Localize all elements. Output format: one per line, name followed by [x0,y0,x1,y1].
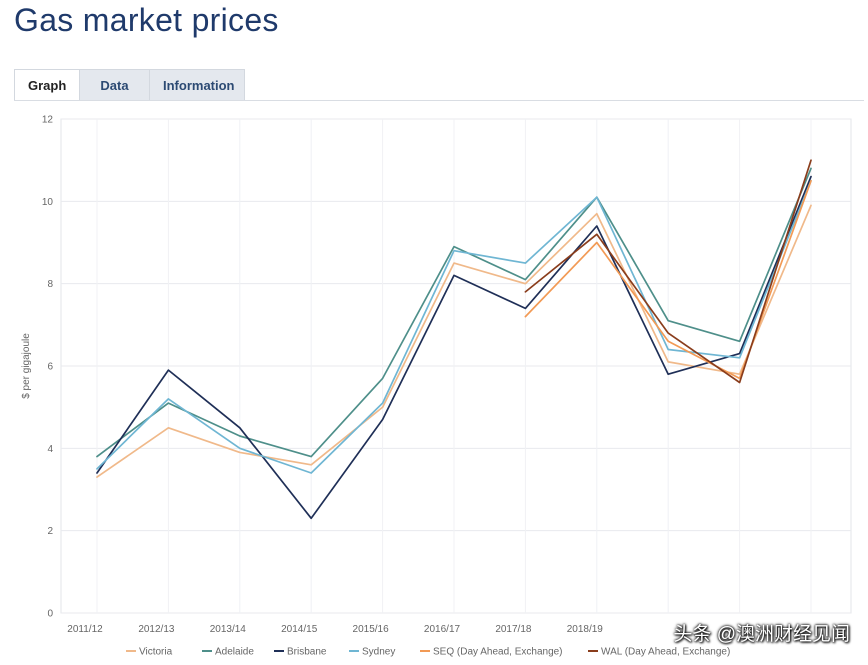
series-line-1 [96,167,812,458]
page-title: Gas market prices [14,2,279,38]
x-tick-label: 2012/13 [138,624,175,635]
tab-data[interactable]: Data [80,69,150,101]
series-line-4 [524,179,812,380]
series-line-3 [96,179,812,474]
series-line-2 [96,175,812,520]
y-tick-label: 0 [47,609,53,620]
series-line-0 [96,204,812,478]
chart-panel: 0 2 4 6 8 10 12 2011/12 2012/13 2013/14 2014/15 201… [14,100,864,665]
y-axis-label: $ per gigajoule [21,333,32,399]
series-line-5 [524,159,812,384]
y-tick-label: 10 [42,197,54,208]
legend-label: WAL (Day Ahead, Exchange) [601,647,730,658]
y-tick-label: 2 [47,526,53,537]
y-tick-label: 12 [42,115,54,126]
tab-graph[interactable]: Graph [14,69,80,101]
legend-label: SEQ (Day Ahead, Exchange) [433,647,563,658]
legend-label: Brisbane [287,647,327,658]
y-tick-label: 4 [47,444,53,455]
watermark-text: 头条 @澳洲财经见闻 [673,624,850,645]
x-tick-label: 2011/12 [67,624,103,635]
tab-bar: Graph Data Information [14,69,245,101]
x-tick-label: 2016/17 [424,624,461,635]
x-tick-label: 2013/14 [210,624,247,635]
x-tick-label: 2018/19 [567,624,604,635]
y-tick-label: 8 [47,279,53,290]
legend-label: Adelaide [215,647,254,658]
tab-information[interactable]: Information [150,69,245,101]
legend-label: Sydney [362,647,395,658]
line-chart: 0 2 4 6 8 10 12 2011/12 2012/13 2013/14 2014/15 201… [21,115,852,658]
legend-label: Victoria [139,647,173,658]
y-tick-label: 6 [47,362,53,373]
x-tick-label: 2014/15 [281,624,318,635]
x-tick-label: 2015/16 [353,624,390,635]
x-tick-label: 2017/18 [495,624,532,635]
